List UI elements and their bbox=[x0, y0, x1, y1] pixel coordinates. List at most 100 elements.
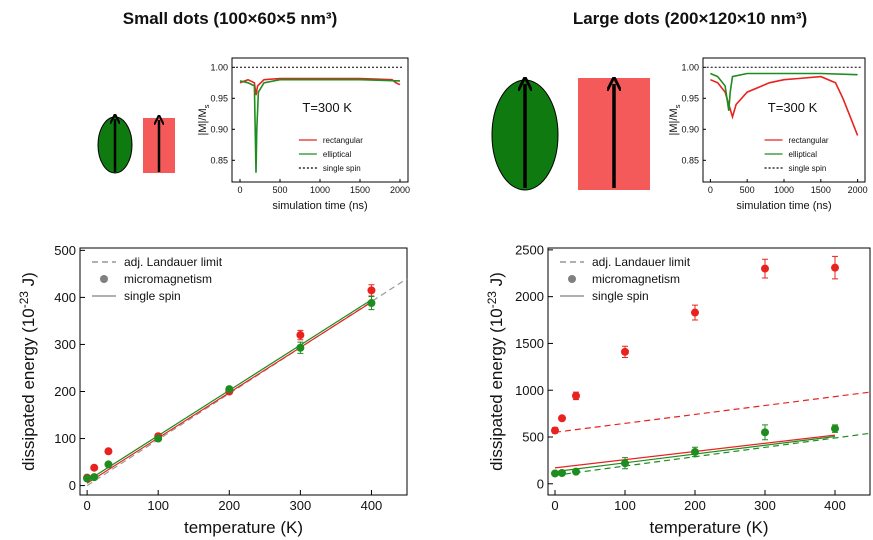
y-tick-label: 1.00 bbox=[210, 62, 228, 72]
y-axis-label-part: -23 bbox=[17, 291, 31, 309]
data-point bbox=[558, 414, 566, 423]
y-axis-label-part: dissipated energy (10 bbox=[487, 308, 506, 471]
data-point bbox=[90, 463, 99, 472]
data-point bbox=[367, 299, 376, 308]
y-axis-label: dissipated energy (10-23 J) bbox=[17, 272, 38, 471]
x-tick-label: 100 bbox=[614, 498, 636, 513]
x-tick-label: 0 bbox=[708, 185, 713, 195]
x-tick-label: 0 bbox=[83, 498, 90, 513]
x-tick-label: 500 bbox=[740, 185, 755, 195]
y-tick-label: 0.90 bbox=[210, 124, 228, 134]
plot-frame bbox=[79, 247, 408, 496]
y-tick-label: 0.95 bbox=[210, 93, 228, 103]
data-point bbox=[551, 426, 559, 435]
data-point bbox=[831, 263, 839, 272]
legend-key bbox=[568, 275, 576, 283]
y-tick-label: 1.00 bbox=[681, 62, 699, 72]
y-tick-label: 0 bbox=[69, 478, 76, 493]
data-point bbox=[83, 474, 92, 483]
x-axis-label: simulation time (ns) bbox=[736, 200, 831, 212]
series-line bbox=[239, 78, 401, 173]
data-point bbox=[761, 264, 769, 273]
plot-frame bbox=[547, 247, 871, 496]
x-tick-label: 0 bbox=[551, 498, 558, 513]
annotation: T=300 K bbox=[302, 100, 352, 115]
data-point bbox=[296, 331, 305, 340]
x-tick-label: 400 bbox=[824, 498, 846, 513]
data-point bbox=[367, 286, 376, 295]
legend-label: rectangular bbox=[789, 136, 829, 145]
x-tick-label: 2000 bbox=[848, 185, 868, 195]
legend-label: adj. Landauer limit bbox=[592, 255, 691, 269]
series-line bbox=[239, 77, 401, 96]
data-point bbox=[831, 424, 839, 433]
y-axis-label: |M|/Ms bbox=[668, 104, 682, 135]
x-tick-label: 100 bbox=[147, 498, 169, 513]
legend-label: single spin bbox=[323, 164, 361, 173]
y-tick-label: 200 bbox=[54, 384, 76, 399]
x-tick-label: 200 bbox=[684, 498, 706, 513]
y-tick-label: 2000 bbox=[515, 289, 544, 304]
annotation: T=300 K bbox=[768, 100, 818, 115]
x-tick-label: 1500 bbox=[350, 185, 370, 195]
y-axis-label-part: s bbox=[202, 104, 211, 108]
legend-label: rectangular bbox=[323, 136, 363, 145]
y-tick-label: 1000 bbox=[515, 383, 544, 398]
y-axis-label-part: |M|/M bbox=[668, 108, 680, 135]
plot-frame bbox=[702, 57, 866, 183]
y-axis-label: dissipated energy (10-23 J) bbox=[485, 272, 506, 471]
data-point bbox=[154, 434, 163, 443]
series-line bbox=[86, 278, 408, 487]
y-tick-label: 0.90 bbox=[681, 124, 699, 134]
y-axis-label-part: s bbox=[673, 104, 682, 108]
data-point bbox=[691, 308, 699, 317]
data-point bbox=[621, 347, 629, 356]
y-tick-label: 0 bbox=[537, 476, 544, 491]
series-line bbox=[554, 391, 871, 433]
x-axis-label: temperature (K) bbox=[649, 518, 768, 537]
y-tick-label: 500 bbox=[522, 430, 544, 445]
panel-title: Small dots (100×60×5 nm³) bbox=[123, 9, 337, 28]
y-axis-label-part: J) bbox=[487, 272, 506, 291]
data-point bbox=[572, 467, 580, 476]
y-tick-label: 0.85 bbox=[681, 155, 699, 165]
data-point bbox=[691, 447, 699, 456]
data-point bbox=[225, 385, 234, 394]
data-point bbox=[104, 447, 113, 456]
x-tick-label: 1500 bbox=[811, 185, 831, 195]
legend-label: single spin bbox=[789, 164, 827, 173]
x-axis-label: simulation time (ns) bbox=[272, 200, 367, 212]
series-line bbox=[710, 72, 858, 111]
panel-title: Large dots (200×120×10 nm³) bbox=[573, 9, 807, 28]
x-tick-label: 300 bbox=[754, 498, 776, 513]
y-tick-label: 0.85 bbox=[210, 155, 228, 165]
x-tick-label: 1000 bbox=[774, 185, 794, 195]
x-tick-label: 500 bbox=[272, 185, 287, 195]
x-tick-label: 200 bbox=[218, 498, 240, 513]
data-point bbox=[572, 391, 580, 400]
x-tick-label: 400 bbox=[361, 498, 383, 513]
x-tick-label: 0 bbox=[237, 185, 242, 195]
legend-label: micromagnetism bbox=[592, 272, 680, 286]
data-point bbox=[104, 460, 113, 469]
y-axis-label-part: -23 bbox=[485, 291, 499, 309]
data-point bbox=[558, 469, 566, 478]
y-tick-label: 300 bbox=[54, 337, 76, 352]
y-axis-label-part: J) bbox=[19, 272, 38, 291]
legend-label: single spin bbox=[592, 289, 649, 303]
y-tick-label: 100 bbox=[54, 431, 76, 446]
y-tick-label: 0.95 bbox=[681, 93, 699, 103]
y-axis-label: |M|/Ms bbox=[197, 104, 211, 135]
y-axis-label-part: |M|/M bbox=[197, 108, 209, 135]
x-axis-label: temperature (K) bbox=[184, 518, 303, 537]
plot-frame bbox=[231, 57, 409, 183]
series-line bbox=[554, 432, 871, 476]
data-point bbox=[621, 459, 629, 468]
x-tick-label: 300 bbox=[290, 498, 312, 513]
legend-label: micromagnetism bbox=[124, 272, 212, 286]
legend-label: adj. Landauer limit bbox=[124, 255, 223, 269]
legend-key bbox=[100, 275, 108, 283]
data-point bbox=[551, 469, 559, 478]
y-axis-label-part: dissipated energy (10 bbox=[19, 308, 38, 471]
